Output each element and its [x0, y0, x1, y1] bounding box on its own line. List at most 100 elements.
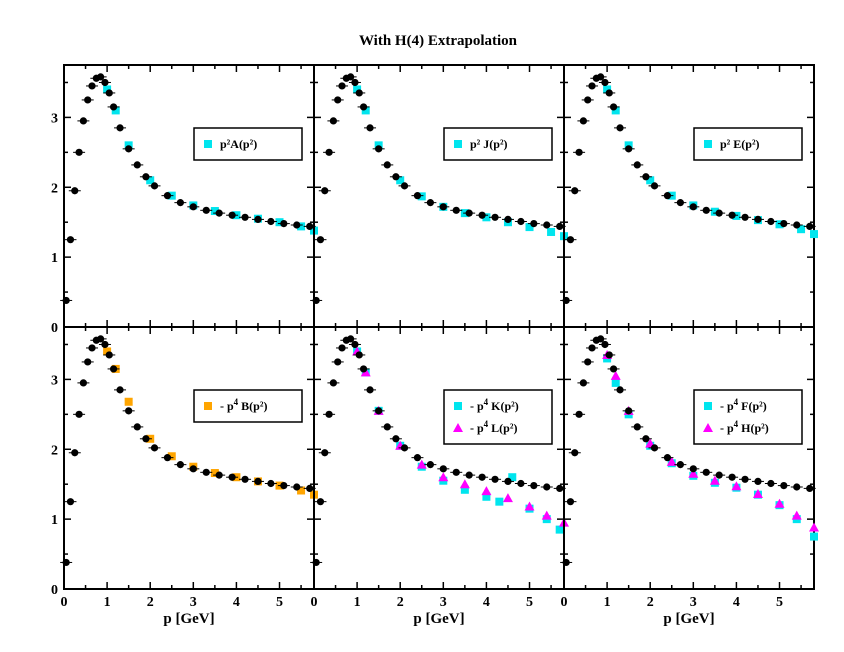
reference-point — [267, 479, 275, 488]
legend-label: p² E(p²) — [720, 137, 760, 151]
data-point — [541, 510, 552, 520]
x-tick-label: 3 — [440, 595, 447, 610]
data-point — [167, 452, 176, 461]
reference-point — [517, 217, 525, 226]
reference-point — [605, 89, 613, 97]
reference-point — [355, 351, 363, 359]
x-tick-label: 2 — [647, 595, 654, 610]
reference-point — [452, 468, 460, 476]
data-point — [810, 532, 818, 541]
reference-point — [609, 103, 618, 111]
reference-point — [556, 484, 564, 492]
reference-point — [133, 161, 141, 169]
reference-point — [321, 449, 329, 457]
reference-point — [125, 145, 133, 153]
reference-point — [109, 365, 118, 373]
reference-point — [413, 454, 422, 462]
reference-point — [66, 498, 75, 506]
data-point — [791, 510, 802, 520]
data-point — [525, 223, 534, 232]
reference-point — [329, 117, 337, 125]
reference-point — [97, 335, 105, 343]
reference-point — [597, 335, 605, 343]
panel-top-middle: p² J(p²) — [310, 64, 568, 328]
reference-point — [338, 344, 346, 352]
y-tick-label: 3 — [51, 373, 58, 388]
reference-point — [176, 461, 184, 469]
data-point — [710, 207, 719, 216]
reference-point — [312, 558, 320, 567]
data-point — [275, 218, 284, 227]
reference-point — [338, 82, 346, 90]
reference-point — [84, 96, 92, 104]
data-point — [688, 468, 699, 478]
reference-point — [663, 454, 672, 462]
reference-point — [650, 444, 659, 452]
reference-point — [478, 473, 486, 481]
legend-marker — [704, 140, 712, 148]
y-tick-label: 1 — [51, 513, 58, 528]
reference-point — [109, 103, 118, 111]
y-tick-label: 2 — [51, 443, 58, 458]
panel-frame — [313, 326, 565, 590]
data-point — [611, 378, 620, 387]
reference-point — [478, 211, 486, 219]
legend: p²A(p²) — [193, 127, 303, 161]
reference-point — [571, 187, 579, 195]
reference-point — [101, 340, 109, 349]
reference-point — [584, 96, 592, 104]
legend-label: - p4 B(p²) — [220, 397, 267, 413]
reference-point — [650, 182, 659, 190]
reference-point — [588, 344, 596, 352]
reference-point — [355, 89, 363, 97]
reference-point — [556, 222, 564, 230]
reference-point — [562, 558, 570, 567]
reference-point — [163, 454, 172, 462]
panel-frame — [63, 64, 315, 328]
data-point — [353, 85, 362, 94]
reference-point — [543, 483, 551, 491]
reference-point — [413, 192, 422, 200]
reference-point — [366, 386, 374, 394]
panel-top-left: 0 1 2 3 p²A(p²) — [51, 64, 318, 336]
reference-point — [793, 483, 801, 491]
reference-point — [400, 182, 409, 190]
reference-point — [351, 78, 359, 87]
reference-point — [62, 558, 70, 567]
reference-point — [452, 206, 460, 214]
reference-point — [439, 465, 447, 473]
reference-point — [79, 379, 87, 387]
reference-point — [176, 199, 184, 207]
reference-point — [642, 435, 650, 443]
legend: - p4 B(p²) — [193, 389, 303, 423]
reference-point — [702, 468, 710, 476]
reference-series — [560, 73, 816, 305]
panel-bottom-middle: 0 1 2 3 4 5 - p4 K(p²) - p4 L(p²) — [310, 326, 569, 610]
data-point — [417, 192, 426, 201]
x-tick-label: 5 — [276, 595, 283, 610]
panel-frame — [63, 326, 315, 590]
reference-point — [530, 219, 538, 228]
reference-point — [491, 475, 499, 483]
legend-label: - p4 F(p²) — [720, 397, 767, 413]
chart-title: With H(4) Extrapolation — [359, 33, 518, 49]
reference-point — [517, 479, 525, 488]
x-tick-label: 3 — [190, 595, 197, 610]
reference-point — [562, 296, 570, 305]
x-tick-label: 1 — [104, 595, 111, 610]
reference-point — [116, 386, 124, 394]
x-tick-label: 4 — [733, 595, 740, 610]
reference-point — [465, 471, 473, 479]
x-tick-label: 1 — [354, 595, 361, 610]
reference-point — [575, 410, 583, 418]
reference-point — [228, 211, 236, 219]
reference-point — [142, 435, 150, 443]
panel-bottom-left: 0 1 2 3 0 1 2 3 4 5 - p4 B(p²) — [51, 326, 318, 610]
legend-label: p² J(p²) — [470, 137, 508, 151]
reference-point — [383, 161, 391, 169]
reference-point — [306, 484, 314, 492]
reference-point — [71, 449, 79, 457]
reference-point — [689, 203, 697, 211]
reference-point — [767, 217, 775, 226]
data-point — [731, 481, 742, 491]
